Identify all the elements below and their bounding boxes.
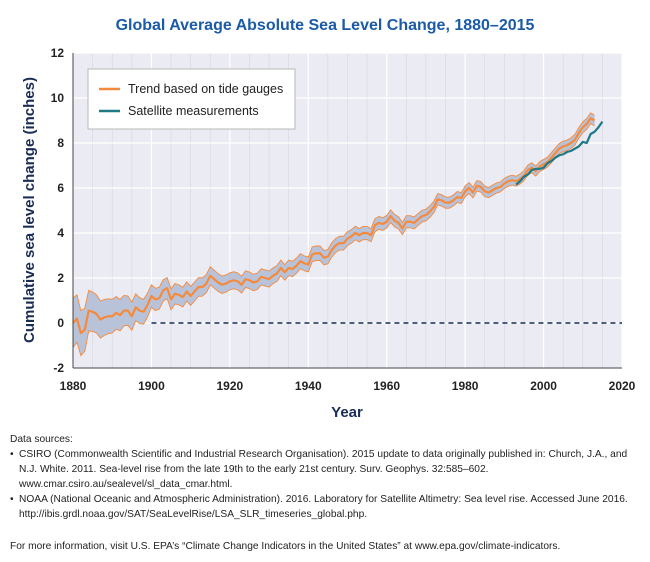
legend: Trend based on tide gauges Satellite mea… — [87, 68, 296, 130]
y-tick-label: 12 — [51, 46, 65, 60]
bullet: • — [10, 449, 14, 460]
source-item: • CSIRO (Commonwealth Scientific and Ind… — [10, 447, 635, 492]
x-tick-label: 2000 — [530, 379, 557, 393]
footer-note: For more information, visit U.S. EPA’s “… — [10, 541, 561, 552]
legend-box — [87, 68, 296, 130]
x-tick-label: 1940 — [295, 379, 322, 393]
x-tick-label: 1900 — [138, 379, 165, 393]
y-tick-label: 2 — [57, 271, 64, 285]
uncertainty-band-lower-edge — [72, 123, 595, 357]
x-tick-label: 1920 — [217, 379, 244, 393]
uncertainty-band-upper-edge — [72, 112, 595, 312]
source-noaa: NOAA (National Oceanic and Atmospheric A… — [19, 494, 628, 520]
y-axis-label: Cumulative sea level change (inches) — [21, 77, 38, 343]
chart: Global Average Absolute Sea Level Change… — [21, 17, 636, 421]
series-line-tide-gauges — [72, 117, 596, 335]
y-tick-label: 0 — [57, 316, 64, 330]
y-tick-label: 4 — [57, 226, 64, 240]
tick-labels: 1880 1900 1920 1940 1960 1980 2000 2020 -2 0 2 4 6 8 1… — [51, 46, 636, 393]
y-tick-label: 8 — [57, 136, 64, 150]
y-tick-label: 6 — [57, 181, 64, 195]
axes — [72, 53, 622, 369]
x-axis-label: Year — [331, 404, 363, 421]
series-line-satellite — [515, 120, 604, 186]
uncertainty-band — [72, 112, 595, 357]
y-tick-label: 10 — [51, 91, 65, 105]
x-tick-label: 1980 — [452, 379, 479, 393]
source-item: • NOAA (National Oceanic and Atmospheric… — [10, 492, 635, 522]
bullet: • — [10, 494, 14, 505]
legend-label-tide-gauges: Trend based on tide gauges — [128, 82, 283, 96]
x-tick-label: 1880 — [60, 379, 87, 393]
chart-title: Global Average Absolute Sea Level Change… — [116, 17, 535, 34]
notes-heading: Data sources: — [10, 434, 73, 445]
y-tick-label: -2 — [53, 361, 64, 375]
x-tick-label: 1960 — [373, 379, 400, 393]
notes: Data sources: • CSIRO (Commonwealth Scie… — [10, 432, 635, 554]
series-lines — [72, 117, 604, 335]
legend-label-satellite: Satellite measurements — [128, 104, 259, 118]
x-tick-label: 2020 — [609, 379, 636, 393]
source-csiro: CSIRO (Commonwealth Scientific and Indus… — [19, 449, 628, 490]
